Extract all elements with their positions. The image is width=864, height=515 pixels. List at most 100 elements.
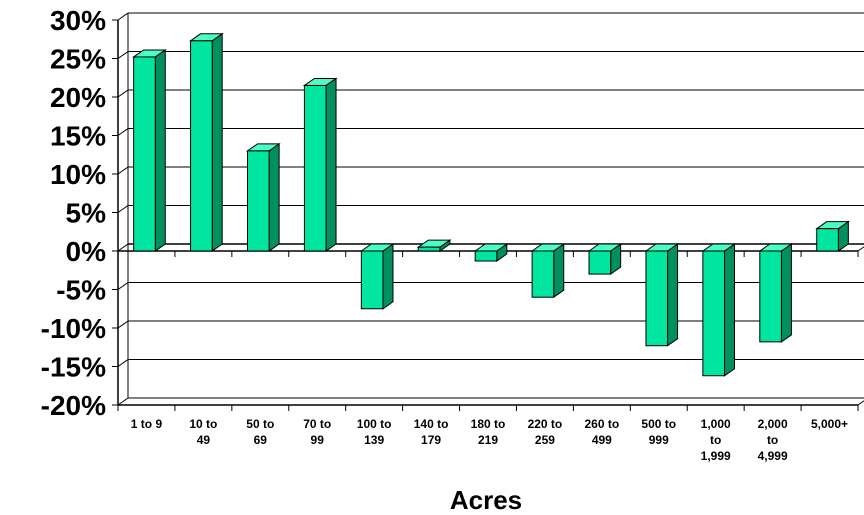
bar-2 (245, 142, 281, 252)
bar-7 (530, 243, 566, 299)
bar-front (588, 250, 612, 275)
x-axis-label: Acres (450, 485, 522, 515)
x-tick-label-line: 180 to (471, 417, 506, 431)
x-tick-label-line: 10 to (189, 417, 217, 431)
x-tick-label: 1,000 to 1,999 (701, 417, 731, 463)
bar-4 (359, 243, 395, 310)
bar-1 (188, 32, 224, 252)
x-tick-label: 5,000+ (811, 417, 848, 431)
y-tick-label: -5% (56, 275, 106, 306)
bar-front (474, 250, 498, 262)
x-tick-label-line: 100 to (357, 417, 392, 431)
x-tick-label-line: 70 to (303, 417, 331, 431)
y-tick-label: 0% (66, 236, 107, 267)
x-tick-label-line: 50 to (246, 417, 274, 431)
bar-side (780, 243, 792, 343)
gridline-connector (117, 205, 129, 213)
x-tick-label-line: 1,999 (701, 449, 731, 463)
gridline-connector (117, 166, 129, 175)
x-tick-label-line: 499 (592, 433, 612, 447)
floor-right-edge (857, 400, 864, 406)
x-tick-label: 260 to 499 (585, 417, 620, 447)
gridline-connector (117, 243, 129, 252)
bar-6 (473, 243, 509, 262)
x-tick-label: 220 to 259 (528, 417, 563, 447)
gridline-connector (117, 89, 129, 98)
x-tick-label: 1 to 9 (131, 417, 163, 431)
bar-front (816, 228, 839, 252)
x-tick-label: 140 to 179 (414, 417, 449, 447)
x-tick-label: 50 to 69 (246, 417, 274, 447)
gridline-connector (117, 128, 129, 136)
gridline-connector (117, 51, 129, 59)
bar-0 (132, 48, 167, 252)
y-tick-label: -20% (41, 390, 106, 421)
x-tick-label-line: 260 to (585, 417, 620, 431)
x-tick-label-line: 4,999 (758, 449, 788, 463)
bar-side (553, 243, 565, 299)
x-tick-label-line: 49 (197, 433, 211, 447)
bar-side (325, 77, 337, 252)
bar-8 (587, 243, 623, 276)
gridline-connector (117, 397, 129, 406)
bar-front (645, 250, 669, 347)
x-tick-label-line: 219 (478, 433, 498, 447)
y-tick-label: 5% (66, 198, 107, 229)
bar-12 (815, 220, 850, 252)
x-tick-label-line: 1 to 9 (131, 417, 163, 431)
bar-side (268, 142, 280, 252)
bar-front (531, 250, 555, 298)
bar-front (133, 56, 156, 252)
gridline-connector (117, 12, 129, 21)
x-tick-label-line: to (710, 433, 721, 447)
bar-front (303, 84, 327, 252)
bar-front (360, 250, 384, 310)
x-tick-label-line: 500 to (641, 417, 676, 431)
y-tick-label: 15% (50, 121, 106, 152)
gridline-connector (117, 282, 129, 290)
x-tick-labels: 1 to 9 10 to 49 50 to 69 70 to 99 100 to 139 140 … (131, 417, 848, 463)
gridline-connector (117, 359, 129, 367)
gridlines (117, 12, 864, 406)
bar-front (246, 150, 270, 252)
x-tick-label-line: 140 to (414, 417, 449, 431)
bar-front (417, 246, 441, 252)
x-tick-label-line: 259 (535, 433, 555, 447)
x-tick-label-line: 220 to (528, 417, 563, 431)
x-tick-label: 10 to 49 (189, 417, 217, 447)
bar-11 (758, 243, 794, 343)
x-tick-label: 500 to 999 (641, 417, 676, 447)
bar-10 (701, 243, 737, 377)
x-tick-label-line: 179 (421, 433, 441, 447)
y-tick-label: 10% (50, 159, 106, 190)
y-tick-labels: 30% 25% 20% 15% 10% 5% 0% -5% -10% -15% -20% (41, 5, 106, 421)
x-tick-label-line: 139 (364, 433, 384, 447)
bar-9 (644, 243, 680, 347)
bar-5 (416, 239, 452, 252)
zero-baseline-connector (857, 246, 864, 252)
x-tick-label: 2,000 to 4,999 (758, 417, 788, 463)
bar-side (667, 243, 679, 347)
x-tick-label-line: 2,000 (758, 417, 788, 431)
y-tick-label: 30% (50, 5, 106, 36)
bar-front (190, 40, 213, 252)
x-tick-label-line: 99 (311, 433, 325, 447)
x-tick-label-line: 69 (254, 433, 268, 447)
bar-side (724, 243, 736, 377)
y-tick-label: -10% (41, 313, 106, 344)
bar-side (382, 243, 394, 310)
bar-side (211, 32, 223, 252)
y-tick-label: -15% (41, 352, 106, 383)
bar-front (759, 250, 782, 343)
x-tick-label: 70 to 99 (303, 417, 331, 447)
bar-front (702, 250, 726, 377)
bar-3 (302, 77, 338, 252)
x-tick-label-line: 5,000+ (811, 417, 848, 431)
x-tick-label-line: 1,000 (701, 417, 731, 431)
bars (132, 32, 850, 377)
gridline-connector (117, 320, 129, 329)
axes (112, 13, 864, 411)
x-tick-label: 100 to 139 (357, 417, 392, 447)
